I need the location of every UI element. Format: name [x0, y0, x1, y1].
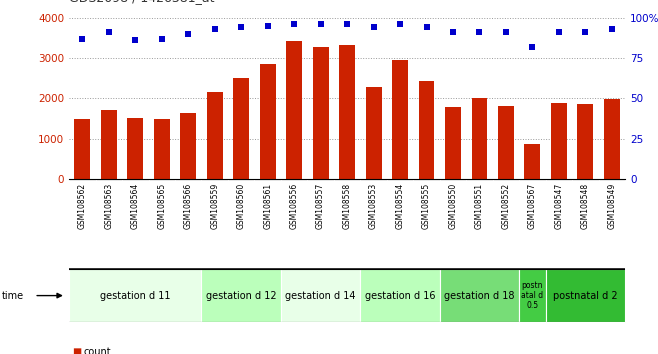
Text: GSM108562: GSM108562: [78, 182, 87, 228]
Bar: [339, 45, 355, 179]
Text: GSM108564: GSM108564: [131, 182, 139, 229]
Text: GSM108558: GSM108558: [343, 182, 351, 228]
Point: [130, 38, 141, 43]
Text: GSM108559: GSM108559: [210, 182, 219, 229]
Point: [342, 21, 353, 27]
Text: GSM108547: GSM108547: [555, 182, 563, 229]
Text: GSM108555: GSM108555: [422, 182, 431, 229]
Text: GSM108554: GSM108554: [395, 182, 405, 229]
Bar: [69, 269, 201, 322]
Point: [447, 29, 458, 35]
Point: [289, 21, 299, 27]
Bar: [201, 269, 281, 322]
Bar: [498, 106, 514, 179]
Bar: [604, 99, 620, 179]
Text: GSM108556: GSM108556: [290, 182, 299, 229]
Point: [103, 29, 114, 35]
Point: [209, 26, 220, 32]
Point: [607, 26, 617, 32]
Text: GSM108550: GSM108550: [449, 182, 457, 229]
Text: GSM108563: GSM108563: [105, 182, 113, 229]
Text: GSM108549: GSM108549: [607, 182, 617, 229]
Text: GSM108552: GSM108552: [501, 182, 511, 228]
Bar: [281, 269, 361, 322]
Point: [263, 23, 273, 29]
Text: postn
atal d
0.5: postn atal d 0.5: [521, 281, 544, 310]
Bar: [578, 104, 594, 179]
Bar: [418, 81, 434, 179]
Point: [315, 21, 326, 27]
Text: gestation d 12: gestation d 12: [206, 291, 276, 301]
Bar: [101, 109, 116, 179]
Bar: [392, 60, 408, 179]
Bar: [361, 269, 440, 322]
Point: [421, 24, 432, 30]
Bar: [366, 87, 382, 179]
Bar: [545, 269, 625, 322]
Point: [183, 31, 193, 37]
Bar: [180, 113, 196, 179]
Bar: [128, 118, 143, 179]
Point: [527, 44, 538, 50]
Text: GSM108560: GSM108560: [237, 182, 245, 229]
Point: [157, 36, 167, 41]
Point: [368, 24, 379, 30]
Bar: [313, 47, 328, 179]
Bar: [519, 269, 545, 322]
Text: GSM108548: GSM108548: [581, 182, 590, 228]
Bar: [74, 119, 90, 179]
Bar: [154, 119, 170, 179]
Bar: [445, 108, 461, 179]
Text: GSM108565: GSM108565: [157, 182, 166, 229]
Point: [553, 29, 564, 35]
Text: gestation d 11: gestation d 11: [100, 291, 170, 301]
Point: [580, 29, 591, 35]
Text: gestation d 16: gestation d 16: [365, 291, 436, 301]
Point: [501, 29, 511, 35]
Text: postnatal d 2: postnatal d 2: [553, 291, 618, 301]
Point: [395, 21, 405, 27]
Bar: [440, 269, 519, 322]
Point: [236, 24, 247, 30]
Bar: [286, 41, 302, 179]
Text: GDS2098 / 1426381_at: GDS2098 / 1426381_at: [69, 0, 215, 4]
Bar: [207, 92, 222, 179]
Bar: [524, 144, 540, 179]
Text: GSM108553: GSM108553: [369, 182, 378, 229]
Bar: [233, 78, 249, 179]
Text: gestation d 18: gestation d 18: [444, 291, 515, 301]
Bar: [551, 103, 567, 179]
Text: GSM108557: GSM108557: [316, 182, 325, 229]
Point: [77, 36, 88, 41]
Point: [474, 29, 485, 35]
Bar: [472, 98, 488, 179]
Text: time: time: [1, 291, 24, 301]
Text: gestation d 14: gestation d 14: [286, 291, 356, 301]
Text: GSM108551: GSM108551: [475, 182, 484, 228]
Text: count: count: [84, 347, 111, 354]
Text: GSM108561: GSM108561: [263, 182, 272, 228]
Text: GSM108567: GSM108567: [528, 182, 537, 229]
Bar: [260, 64, 276, 179]
Text: GSM108566: GSM108566: [184, 182, 193, 229]
Text: ■: ■: [72, 347, 82, 354]
